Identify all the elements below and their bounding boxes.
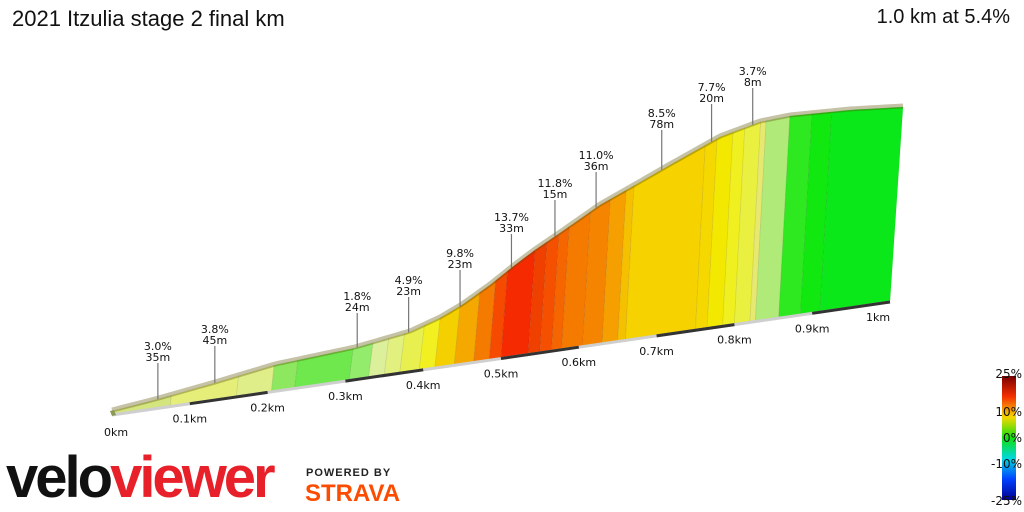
colorbar-label: -25% [990, 494, 1022, 508]
distance-bar [345, 368, 424, 383]
annotation-gradient: 7.7% [698, 81, 726, 94]
x-tick-label: 1km [866, 311, 890, 324]
annotation-gradient: 11.8% [537, 177, 572, 190]
profile-segment [625, 144, 706, 340]
x-tick-label: 0.2km [250, 401, 285, 414]
colorbar-label: 10% [995, 405, 1022, 419]
colorbar-label: 25% [995, 367, 1022, 381]
annotation-length: 78m [649, 118, 674, 131]
distance-bar [811, 300, 891, 315]
annotation-length: 23m [448, 258, 473, 271]
annotation-length: 36m [584, 160, 609, 173]
x-tick-label: 0.3km [328, 390, 363, 403]
x-tick-label: 0.4km [406, 379, 441, 392]
annotation-length: 45m [202, 334, 227, 347]
strava-logo: STRAVA [305, 480, 401, 507]
annotation-gradient: 11.0% [579, 149, 614, 162]
x-tick-label: 0.7km [639, 345, 674, 358]
annotation-gradient: 1.8% [343, 290, 371, 303]
profile-segment [819, 106, 904, 312]
annotation-gradient: 8.5% [648, 107, 676, 120]
annotation-gradient: 3.0% [144, 340, 172, 353]
annotation-length: 35m [146, 351, 171, 364]
x-tick-label: 0.6km [562, 356, 597, 369]
annotation-gradient: 3.8% [201, 323, 229, 336]
x-tick-label: 0.5km [484, 368, 519, 381]
annotation-length: 8m [744, 76, 762, 89]
x-tick-label: 0.8km [717, 334, 752, 347]
annotation-length: 15m [543, 188, 568, 201]
annotation-gradient: 3.7% [739, 65, 767, 78]
annotation-length: 24m [345, 301, 370, 314]
colorbar-label: 0% [1002, 431, 1022, 445]
climb-summary: 1.0 km at 5.4% [876, 6, 1010, 28]
annotation-gradient: 13.7% [494, 211, 529, 224]
chart-title: 2021 Itzulia stage 2 final km [12, 6, 285, 31]
x-tick-label: 0.1km [173, 413, 208, 426]
colorbar-label: -10% [990, 457, 1022, 471]
veloviewer-logo: veloviewer [6, 445, 276, 510]
powered-by-label: POWERED BY [306, 467, 392, 479]
profile-start-cap [110, 410, 116, 416]
annotation-gradient: 4.9% [395, 274, 423, 287]
distance-bar [500, 345, 580, 360]
profile-top-edge [111, 103, 904, 413]
annotation-length: 33m [499, 222, 524, 235]
annotation-length: 23m [396, 285, 421, 298]
gradient-colorbar [1002, 376, 1016, 500]
x-tick-label: 0km [104, 426, 128, 439]
distance-bar [189, 390, 268, 406]
annotation-length: 20m [699, 92, 724, 105]
distance-bar [656, 323, 735, 338]
x-tick-label: 0.9km [795, 322, 830, 335]
annotation-gradient: 9.8% [446, 247, 474, 260]
